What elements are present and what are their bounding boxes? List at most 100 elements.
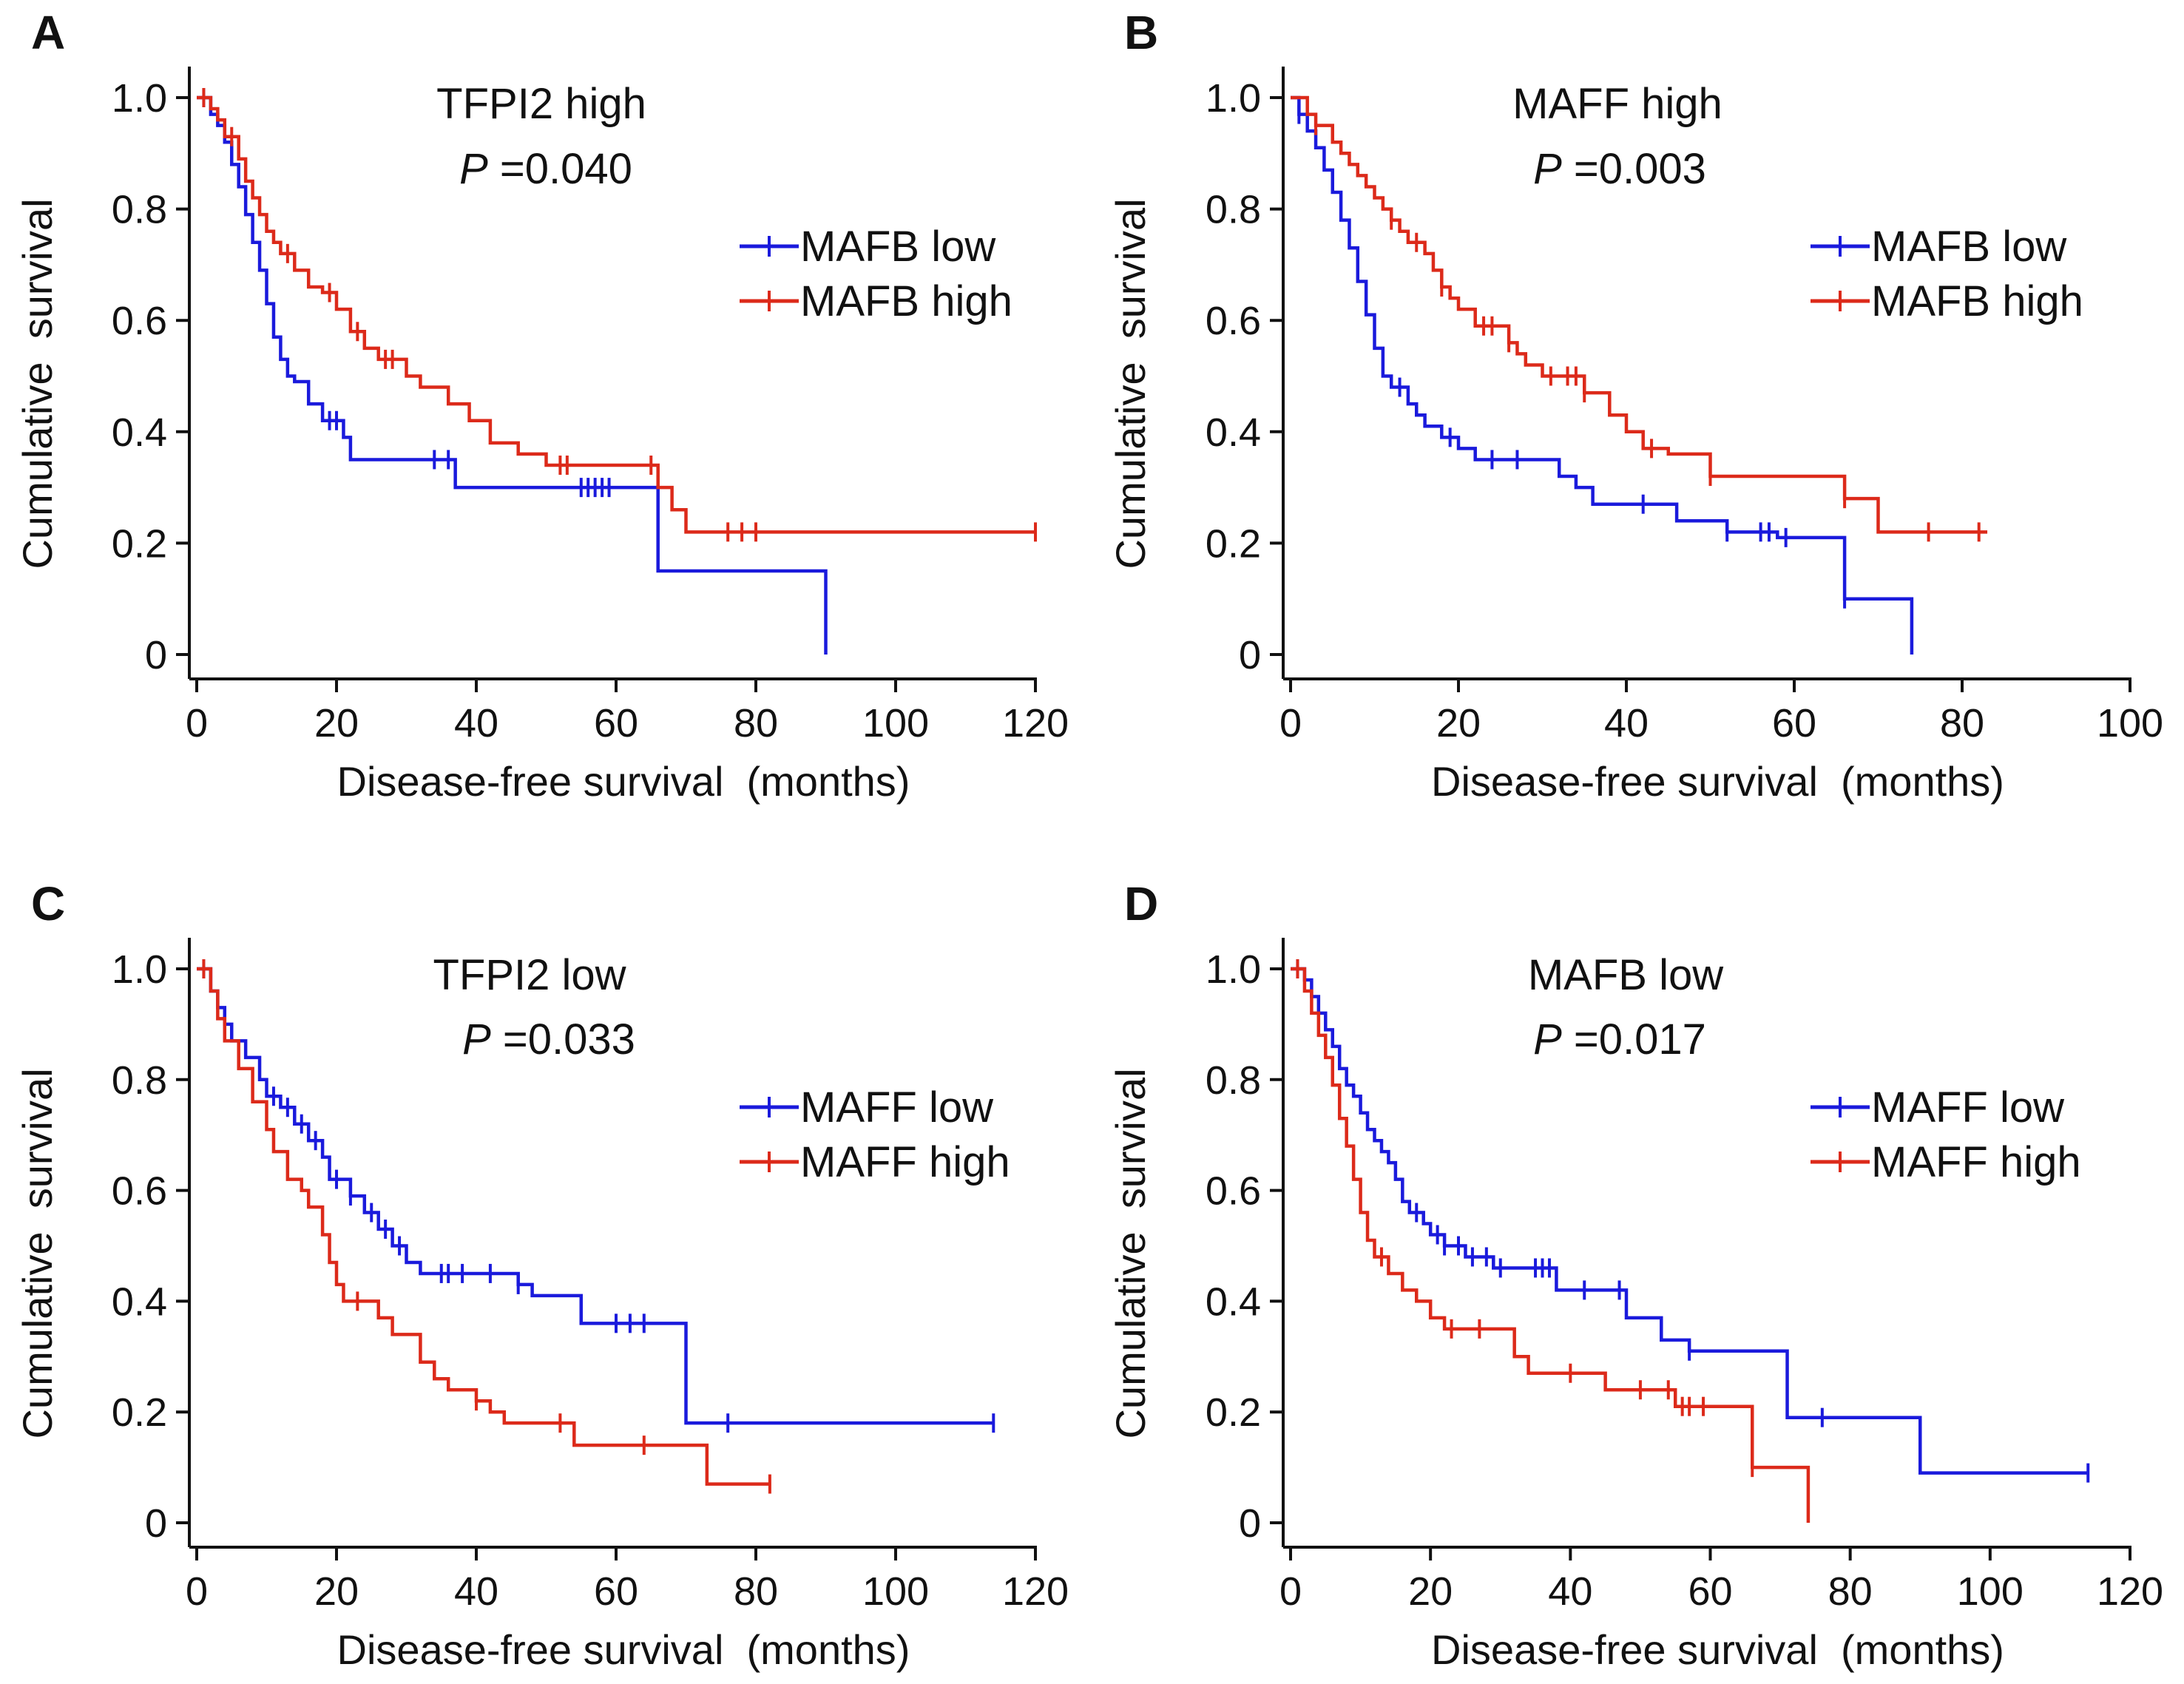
- survival-curve: [197, 95, 1035, 534]
- p-value-number: =0.040: [500, 145, 632, 193]
- y-tick-label: 0.6: [112, 299, 167, 343]
- x-tick-label: 40: [1548, 1569, 1592, 1614]
- x-tick-label: 40: [1604, 701, 1649, 745]
- x-tick-label: 80: [734, 1569, 778, 1614]
- legend-label: MAFF low: [800, 1083, 994, 1132]
- series-mafb-high: MAFB high: [1291, 95, 2083, 542]
- x-tick-label: 0: [1279, 701, 1302, 745]
- y-tick-label: 0.8: [112, 1058, 167, 1103]
- subgroup-title: MAFF high: [1512, 80, 1722, 128]
- survival-curve: [1291, 95, 1914, 655]
- y-tick-label: 0.2: [1206, 1390, 1261, 1435]
- legend-label: MAFB low: [1871, 223, 2067, 271]
- p-label: P: [1533, 1015, 1562, 1064]
- survival-curve: [1291, 95, 1988, 534]
- y-tick-label: 0.4: [1206, 1279, 1261, 1324]
- x-tick-label: 20: [1436, 701, 1481, 745]
- y-axis-label: Cumulative survival: [1107, 198, 1154, 569]
- survival-curve: [197, 967, 770, 1486]
- legend-label: MAFB low: [800, 223, 996, 271]
- x-axis-label: Disease-free survival (months): [1431, 1626, 2004, 1673]
- y-axis-label: Cumulative survival: [14, 198, 61, 569]
- panel-letter: C: [31, 877, 65, 930]
- series-maff-high: MAFF high: [1291, 959, 2081, 1523]
- p-value-number: =0.017: [1574, 1015, 1706, 1064]
- x-tick-label: 80: [1940, 701, 1984, 745]
- series-mafb-high: MAFB high: [197, 88, 1037, 542]
- legend-label: MAFF high: [800, 1138, 1010, 1186]
- p-value: P =0.033: [462, 1015, 635, 1064]
- x-tick-label: 40: [454, 1569, 498, 1614]
- x-tick-label: 100: [862, 701, 929, 745]
- x-tick-label: 120: [1002, 701, 1069, 745]
- y-axis-label: Cumulative survival: [14, 1068, 61, 1438]
- panel-a: A 0 0.2 0.4 0.6 0.8 1.0 0 20 40 60 80 100 120 Disease-…: [14, 6, 1069, 805]
- x-tick-label: 60: [1772, 701, 1816, 745]
- p-label: P: [462, 1015, 491, 1064]
- x-tick-label: 60: [594, 1569, 638, 1614]
- panel-d: D 0 0.2 0.4 0.6 0.8 1.0 0 20 40 60 80 100 120 Disease-…: [1107, 877, 2163, 1673]
- y-tick-label: 0.4: [112, 1279, 167, 1324]
- subgroup-title: MAFB low: [1528, 951, 1724, 999]
- x-tick-label: 0: [186, 1569, 208, 1614]
- y-tick-label: 0.2: [112, 521, 167, 566]
- x-tick-label: 60: [1688, 1569, 1732, 1614]
- series-maff-low: MAFF low: [197, 959, 995, 1433]
- y-tick-label: 1.0: [112, 947, 167, 992]
- subgroup-title: TFPI2 low: [433, 951, 626, 999]
- x-tick-label: 0: [1279, 1569, 1302, 1614]
- legend-label: MAFF high: [1871, 1138, 2081, 1186]
- y-tick-label: 0: [1239, 1501, 1261, 1546]
- subgroup-title: TFPI2 high: [436, 80, 646, 128]
- x-tick-label: 120: [1002, 1569, 1069, 1614]
- panel-letter: B: [1124, 6, 1158, 59]
- p-value-number: =0.003: [1574, 145, 1706, 193]
- y-tick-label: 1.0: [1206, 76, 1261, 121]
- p-value-number: =0.033: [503, 1015, 635, 1064]
- y-tick-label: 0: [1239, 633, 1261, 677]
- survival-curve: [1291, 967, 2089, 1475]
- x-tick-label: 100: [862, 1569, 929, 1614]
- survival-curve: [1291, 967, 1811, 1523]
- x-tick-label: 60: [594, 701, 638, 745]
- legend-label: MAFB high: [1871, 277, 2083, 325]
- survival-curve: [197, 95, 828, 655]
- y-tick-label: 0: [145, 1501, 167, 1546]
- x-tick-label: 100: [1957, 1569, 2024, 1614]
- y-axis-label: Cumulative survival: [1107, 1068, 1154, 1438]
- x-tick-label: 100: [2097, 701, 2163, 745]
- legend-label: MAFF low: [1871, 1083, 2065, 1132]
- x-tick-label: 80: [734, 701, 778, 745]
- y-tick-label: 0.6: [1206, 299, 1261, 343]
- y-tick-label: 0: [145, 633, 167, 677]
- panel-letter: A: [31, 6, 65, 59]
- x-axis-label: Disease-free survival (months): [337, 1626, 910, 1673]
- x-tick-label: 80: [1828, 1569, 1873, 1614]
- y-tick-label: 0.2: [112, 1390, 167, 1435]
- p-value: P =0.003: [1533, 145, 1706, 193]
- y-tick-label: 0.8: [112, 188, 167, 232]
- legend-label: MAFB high: [800, 277, 1012, 325]
- x-tick-label: 120: [2097, 1569, 2163, 1614]
- p-value: P =0.040: [459, 145, 632, 193]
- y-tick-label: 0.2: [1206, 521, 1261, 566]
- x-axis-label: Disease-free survival (months): [337, 758, 910, 805]
- x-tick-label: 20: [314, 1569, 359, 1614]
- series-maff-low: MAFF low: [1291, 959, 2090, 1483]
- y-tick-label: 0.4: [1206, 410, 1261, 455]
- p-value: P =0.017: [1533, 1015, 1706, 1064]
- y-tick-label: 0.8: [1206, 1058, 1261, 1103]
- panel-c: C 0 0.2 0.4 0.6 0.8 1.0 0 20 40 60 80 100 120 Disease-…: [14, 877, 1069, 1673]
- x-tick-label: 20: [314, 701, 359, 745]
- p-label: P: [459, 145, 488, 193]
- y-tick-label: 1.0: [112, 76, 167, 121]
- panel-letter: D: [1124, 877, 1158, 930]
- x-tick-label: 20: [1408, 1569, 1453, 1614]
- y-tick-label: 1.0: [1206, 947, 1261, 992]
- x-axis-label: Disease-free survival (months): [1431, 758, 2004, 805]
- panel-b: B 0 0.2 0.4 0.6 0.8 1.0 0 20 40 60 80 100 Disease-fre…: [1107, 6, 2163, 805]
- p-label: P: [1533, 145, 1562, 193]
- x-tick-label: 40: [454, 701, 498, 745]
- series-mafb-low: MAFB low: [1291, 95, 2067, 655]
